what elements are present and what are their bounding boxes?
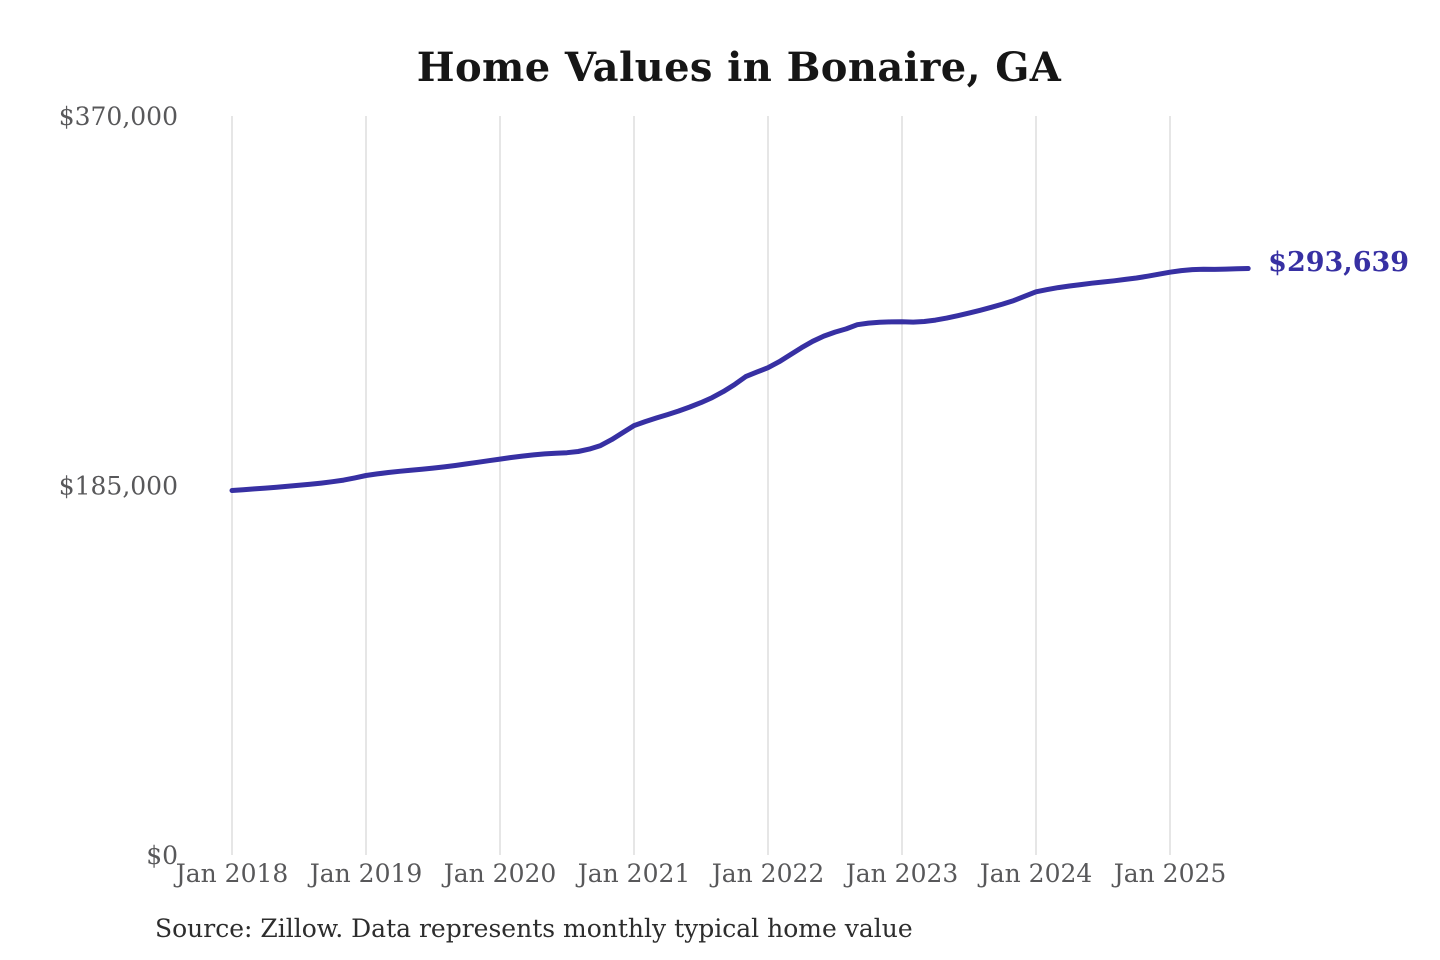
x-tick-label: Jan 2019: [307, 859, 423, 888]
x-tick-label: Jan 2024: [977, 859, 1093, 888]
y-tick-label: $0: [146, 841, 178, 870]
end-value-label: $293,639: [1268, 246, 1410, 278]
x-tick-label: Jan 2023: [843, 859, 959, 888]
source-note: Source: Zillow. Data represents monthly …: [155, 914, 913, 943]
value-line: [229, 266, 1251, 493]
x-tick-label: Jan 2021: [575, 859, 691, 888]
x-tick-label: Jan 2025: [1111, 859, 1227, 888]
x-tick-label: Jan 2018: [173, 859, 289, 888]
chart-title: Home Values in Bonaire, GA: [416, 44, 1062, 91]
x-tick-label: Jan 2022: [709, 859, 825, 888]
y-tick-label: $185,000: [59, 472, 178, 501]
x-tick-label: Jan 2020: [441, 859, 557, 888]
y-tick-label: $370,000: [59, 102, 178, 131]
